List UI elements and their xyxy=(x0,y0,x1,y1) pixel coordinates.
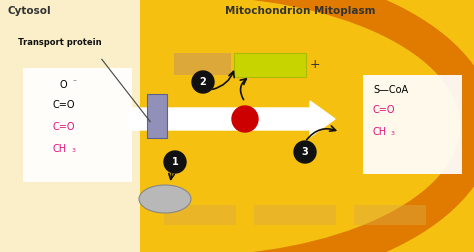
FancyArrow shape xyxy=(130,101,335,137)
Text: 2: 2 xyxy=(200,77,206,87)
Ellipse shape xyxy=(139,185,191,213)
Text: C=O: C=O xyxy=(53,122,75,132)
FancyBboxPatch shape xyxy=(354,205,426,225)
Text: 1: 1 xyxy=(172,157,178,167)
FancyBboxPatch shape xyxy=(174,53,231,75)
Text: Mitochondrion Mitoplasm: Mitochondrion Mitoplasm xyxy=(225,6,375,16)
Ellipse shape xyxy=(0,0,460,252)
FancyBboxPatch shape xyxy=(147,94,167,138)
Text: CH: CH xyxy=(53,144,67,154)
Text: O: O xyxy=(60,80,68,90)
Circle shape xyxy=(192,71,214,93)
FancyBboxPatch shape xyxy=(363,75,462,174)
Text: S—CoA: S—CoA xyxy=(373,85,408,95)
Text: C=O: C=O xyxy=(373,105,395,115)
FancyBboxPatch shape xyxy=(234,53,306,77)
Text: C=O: C=O xyxy=(53,100,75,110)
Text: Cytosol: Cytosol xyxy=(8,6,52,16)
Circle shape xyxy=(232,106,258,132)
Text: +: + xyxy=(310,58,320,72)
Ellipse shape xyxy=(0,0,460,252)
Circle shape xyxy=(164,151,186,173)
Text: Transport protein: Transport protein xyxy=(18,38,101,47)
Text: 3: 3 xyxy=(72,148,76,153)
Circle shape xyxy=(294,141,316,163)
Bar xyxy=(0,0,148,252)
FancyBboxPatch shape xyxy=(164,205,236,225)
Text: CH: CH xyxy=(373,127,387,137)
Bar xyxy=(0,0,140,252)
Text: 3: 3 xyxy=(301,147,309,157)
FancyBboxPatch shape xyxy=(23,68,132,182)
FancyBboxPatch shape xyxy=(254,205,336,225)
Text: 3: 3 xyxy=(391,131,395,136)
Text: ⁻: ⁻ xyxy=(72,77,76,86)
